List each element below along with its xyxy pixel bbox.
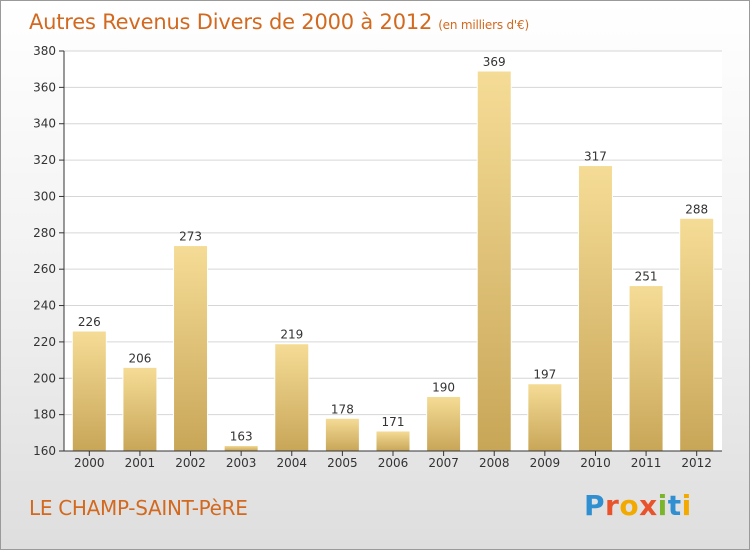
chart-unit-note: (en milliers d'€) [438, 18, 529, 32]
y-tick-label: 220 [33, 335, 56, 349]
y-tick-label: 320 [33, 153, 56, 167]
y-tick-label: 260 [33, 262, 56, 276]
bar-value-label: 163 [230, 430, 253, 444]
bar-value-label: 178 [331, 402, 354, 416]
y-tick-label: 240 [33, 299, 56, 313]
bar [122, 366, 158, 452]
chart-title: Autres Revenus Divers de 2000 à 2012 (en … [29, 10, 529, 34]
bar [527, 383, 563, 452]
y-tick-label: 340 [33, 117, 56, 131]
x-tick-label: 2009 [530, 456, 561, 470]
bar [173, 245, 209, 452]
y-tick-label: 200 [33, 371, 56, 385]
x-tick-label: 2005 [327, 456, 358, 470]
logo-letter: i [657, 489, 668, 522]
bar-value-label: 369 [483, 55, 506, 69]
x-tick-label: 2007 [428, 456, 459, 470]
y-tick-label: 280 [33, 226, 56, 240]
logo-letter: o [619, 489, 640, 522]
bar-value-label: 288 [685, 202, 708, 216]
bar [71, 330, 107, 452]
bar [679, 217, 715, 452]
x-tick-label: 2004 [276, 456, 307, 470]
y-tick-label: 380 [33, 44, 56, 58]
x-tick-label: 2010 [580, 456, 611, 470]
y-tick-label: 300 [33, 189, 56, 203]
proxiti-logo: Proxiti [584, 489, 692, 522]
y-tick-label: 180 [33, 408, 56, 422]
bar [577, 165, 613, 452]
logo-letter: P [584, 489, 606, 522]
bar [324, 417, 360, 452]
bar-value-label: 197 [533, 368, 556, 382]
city-name: LE CHAMP-SAINT-PèRE [29, 496, 248, 520]
y-tick-label: 360 [33, 80, 56, 94]
x-tick-label: 2000 [74, 456, 105, 470]
bar-value-label: 219 [280, 328, 303, 342]
bar-value-label: 206 [128, 351, 151, 365]
bar [476, 70, 512, 452]
x-tick-label: 2011 [631, 456, 662, 470]
x-tick-label: 2006 [378, 456, 409, 470]
bar-value-label: 251 [635, 270, 658, 284]
logo-letter: t [667, 489, 682, 522]
logo-letter: i [681, 489, 692, 522]
chart-title-text: Autres Revenus Divers de 2000 à 2012 [29, 10, 433, 34]
bar [628, 285, 664, 452]
bar [274, 343, 310, 452]
x-tick-label: 2001 [125, 456, 156, 470]
bar-value-label: 226 [78, 315, 101, 329]
x-tick-label: 2008 [479, 456, 510, 470]
logo-letter: x [639, 489, 658, 522]
bar [375, 430, 411, 452]
y-tick-label: 160 [33, 444, 56, 458]
bar [223, 445, 259, 452]
bar-value-label: 317 [584, 150, 607, 164]
bar-value-label: 190 [432, 380, 455, 394]
plot-area [64, 51, 722, 451]
bar [426, 395, 462, 452]
x-tick-label: 2003 [226, 456, 257, 470]
x-tick-label: 2002 [175, 456, 206, 470]
logo-letter: r [605, 489, 620, 522]
bar-value-label: 171 [382, 415, 405, 429]
bar-value-label: 273 [179, 230, 202, 244]
x-tick-label: 2012 [681, 456, 712, 470]
